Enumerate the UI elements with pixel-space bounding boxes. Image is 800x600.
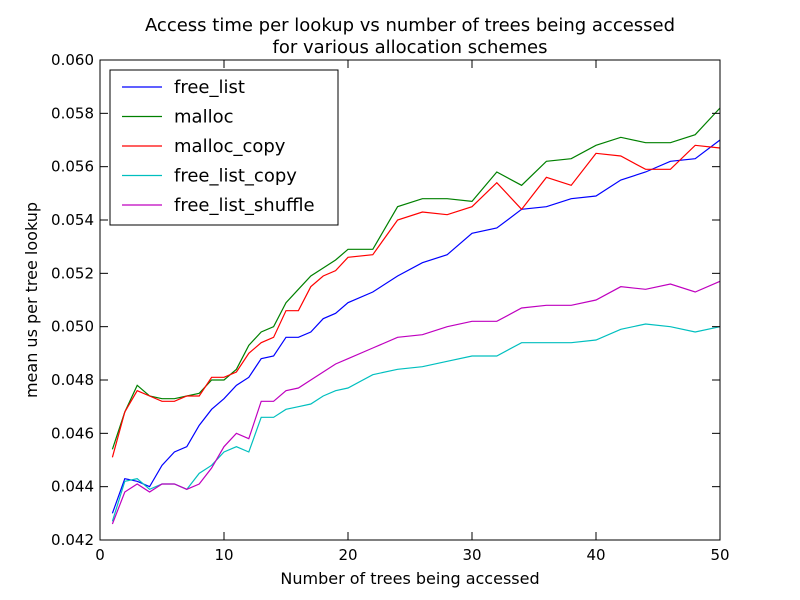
x-tick-label: 20 — [338, 546, 357, 564]
legend-label-free_list: free_list — [174, 77, 245, 98]
y-tick-label: 0.048 — [51, 371, 94, 389]
series-line-free_list_copy — [111, 323, 721, 522]
y-tick-label: 0.046 — [51, 424, 94, 442]
plot-frame — [99, 59, 721, 541]
series-line-free_list — [111, 139, 721, 514]
x-tick-label: 30 — [462, 546, 481, 564]
series-line-malloc_copy — [111, 144, 721, 458]
tick-layer: 0 10 20 30 40 50 0.042 0.044 0.046 0.048 0.050 0.05… — [51, 51, 730, 564]
legend-label-malloc: malloc — [174, 107, 233, 128]
y-tick-label: 0.054 — [51, 211, 94, 229]
x-tick-label: 40 — [586, 546, 605, 564]
y-axis-label: mean us per tree lookup — [22, 202, 41, 398]
y-tick-label: 0.050 — [51, 318, 94, 336]
chart-title-line-1: Access time per lookup vs number of tree… — [145, 15, 675, 36]
series-layer — [111, 107, 721, 525]
legend-label-malloc_copy: malloc_copy — [174, 136, 286, 157]
y-tick-label: 0.044 — [51, 478, 94, 496]
y-tick-label: 0.052 — [51, 264, 94, 282]
legend-box — [109, 69, 339, 226]
y-tick-label: 0.056 — [51, 158, 94, 176]
y-tick-label: 0.042 — [51, 531, 94, 549]
x-tick-label: 0 — [95, 546, 105, 564]
chart-title-line-2: for various allocation schemes — [273, 37, 548, 58]
x-axis-label: Number of trees being accessed — [280, 569, 539, 588]
series-line-malloc — [111, 107, 721, 450]
legend-label-free_list_copy: free_list_copy — [174, 166, 297, 187]
x-tick-label: 10 — [214, 546, 233, 564]
series-line-free_list_shuffle — [111, 280, 721, 525]
x-tick-label: 50 — [710, 546, 729, 564]
y-tick-label: 0.060 — [51, 51, 94, 69]
y-tick-label: 0.058 — [51, 104, 94, 122]
legend-label-free_list_shuffle: free_list_shuffle — [174, 195, 315, 216]
